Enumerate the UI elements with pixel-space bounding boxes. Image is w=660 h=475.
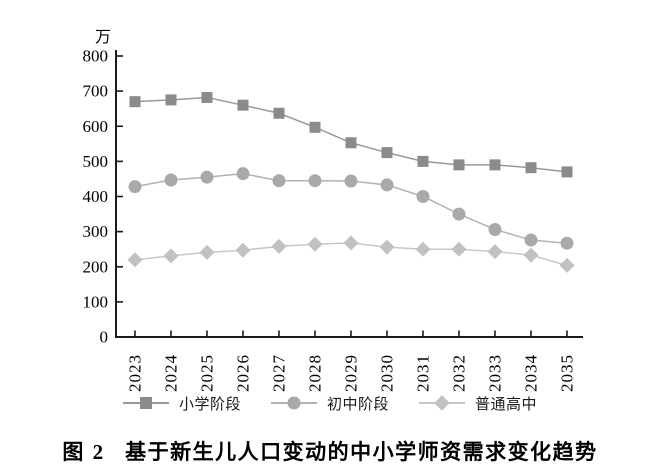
y-axis-unit-label: 万 xyxy=(95,29,111,46)
series-line xyxy=(134,96,568,173)
legend-item-middle-school: 初中阶段 xyxy=(270,393,389,414)
legend-line xyxy=(270,396,317,410)
data-point xyxy=(345,137,357,149)
data-point xyxy=(128,180,142,194)
plot-area: 0 100 200 300 400 500 600 700 800 2023 2024 2025 202… xyxy=(83,47,583,392)
square-marker-icon xyxy=(139,397,152,409)
series-diamond xyxy=(127,235,575,273)
data-point xyxy=(235,242,251,258)
data-point xyxy=(559,257,575,273)
data-point xyxy=(272,174,286,188)
diamond-marker-icon xyxy=(434,395,450,411)
legend-item-high-school: 普通高中 xyxy=(419,393,537,414)
series-circle xyxy=(128,167,574,250)
circle-marker-icon xyxy=(287,396,301,410)
legend-label: 普通高中 xyxy=(475,396,538,413)
x-tick-label: 2023 xyxy=(126,354,145,392)
data-point xyxy=(237,99,249,111)
data-point xyxy=(344,174,358,188)
data-point xyxy=(271,238,287,254)
data-point xyxy=(127,252,143,268)
legend: 小学阶段 初中阶段 普通高中 xyxy=(0,393,660,414)
x-tick-label: 2026 xyxy=(234,354,253,392)
data-point xyxy=(199,244,215,260)
y-tick-label: 300 xyxy=(83,222,109,241)
y-tick-label: 100 xyxy=(83,292,109,311)
data-point xyxy=(308,174,322,188)
data-point xyxy=(523,247,539,263)
line-chart: 万 0 100 200 300 400 500 600 700 800 2023 2024 2025 2… xyxy=(83,29,583,392)
x-tick-label: 2027 xyxy=(270,354,289,392)
y-tick-label: 800 xyxy=(83,47,109,66)
data-point xyxy=(380,178,394,192)
legend-label: 初中阶段 xyxy=(326,396,389,413)
data-point xyxy=(415,241,431,257)
data-point xyxy=(201,91,213,103)
data-point xyxy=(453,159,465,171)
data-point xyxy=(163,248,179,264)
x-tick-label: 2035 xyxy=(558,354,577,392)
figure-caption: 图 2 基于新生儿人口变动的中小学师资需求变化趋势 xyxy=(0,436,660,466)
data-point xyxy=(309,121,321,133)
legend-label: 小学阶段 xyxy=(178,396,241,413)
data-point xyxy=(417,155,429,167)
y-tick-label: 600 xyxy=(83,117,109,136)
x-tick-label: 2029 xyxy=(342,354,361,392)
y-tick-label: 700 xyxy=(83,82,109,101)
x-tick-label: 2033 xyxy=(486,354,505,392)
data-point xyxy=(488,223,502,237)
x-tick-label: 2031 xyxy=(414,354,433,392)
x-tick-label: 2024 xyxy=(162,354,181,392)
y-tick-label: 0 xyxy=(100,328,109,347)
data-point xyxy=(487,244,503,260)
data-point xyxy=(379,239,395,255)
data-point xyxy=(524,233,538,247)
figure-caption-text: 基于新生儿人口变动的中小学师资需求变化趋势 xyxy=(125,440,598,464)
x-tick-label: 2032 xyxy=(450,354,469,392)
axes xyxy=(115,50,583,338)
y-tick-label: 200 xyxy=(83,257,109,276)
data-point xyxy=(164,173,178,187)
data-point xyxy=(236,167,250,181)
x-tick-label: 2025 xyxy=(198,354,217,392)
data-point xyxy=(165,94,177,106)
data-point xyxy=(525,162,537,174)
y-tick-label: 500 xyxy=(83,152,109,171)
series-square xyxy=(129,91,573,178)
data-point xyxy=(273,107,285,119)
data-point xyxy=(489,159,501,171)
figure-caption-number: 图 2 xyxy=(62,440,106,464)
x-tick-label: 2030 xyxy=(378,354,397,392)
data-point xyxy=(452,207,466,221)
legend-line xyxy=(122,397,169,409)
data-point xyxy=(451,241,467,257)
y-tick-label: 400 xyxy=(83,187,109,206)
data-point xyxy=(307,236,323,252)
legend-item-primary-school: 小学阶段 xyxy=(122,393,241,414)
data-point xyxy=(561,166,573,178)
data-point xyxy=(129,96,141,108)
data-point xyxy=(560,236,574,250)
legend-line xyxy=(419,395,465,411)
data-point xyxy=(343,235,359,251)
x-tick-label: 2028 xyxy=(306,354,325,392)
data-point xyxy=(381,147,393,159)
x-tick-label: 2034 xyxy=(522,354,541,392)
data-point xyxy=(200,170,214,184)
data-point xyxy=(416,190,430,203)
